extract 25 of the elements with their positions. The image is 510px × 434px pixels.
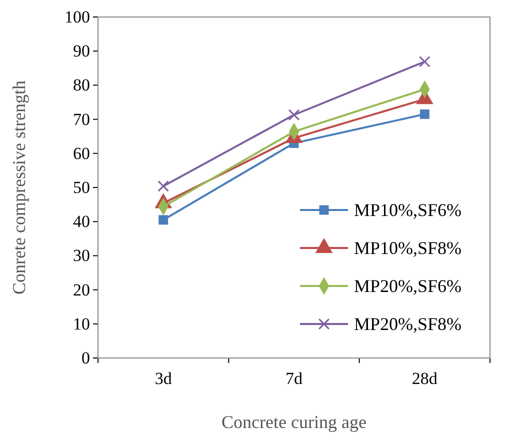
x-tick-label: 7d (286, 369, 303, 388)
y-tick-label: 60 (73, 144, 90, 163)
legend-label: MP20%,SF8% (354, 314, 462, 334)
point (420, 109, 430, 119)
x-axis-title: Concrete curing age (222, 412, 366, 432)
legend-label: MP10%,SF8% (354, 238, 462, 258)
y-tick-label: 20 (73, 280, 90, 300)
point (419, 56, 430, 68)
y-tick-label: 100 (64, 7, 90, 26)
x-tick-label: 3d (154, 369, 172, 388)
y-tick-label: 0 (82, 348, 90, 368)
y-tick-label: 40 (73, 212, 90, 232)
y-tick-label: 10 (73, 314, 90, 334)
point (158, 180, 169, 192)
legend-label: MP20%,SF6% (354, 276, 462, 296)
y-tick-label: 90 (73, 42, 90, 61)
y-tick-label: 70 (73, 110, 90, 129)
y-tick-label: 80 (73, 76, 90, 95)
y-tick-label: 50 (73, 178, 90, 197)
y-tick-label: 30 (73, 246, 90, 266)
point (288, 109, 300, 120)
x-tick-label: 28d (412, 369, 438, 388)
y-axis-title: Conrete compressive strength (9, 80, 29, 294)
legend-label: MP10%,SF6% (354, 200, 462, 220)
point (158, 215, 168, 225)
